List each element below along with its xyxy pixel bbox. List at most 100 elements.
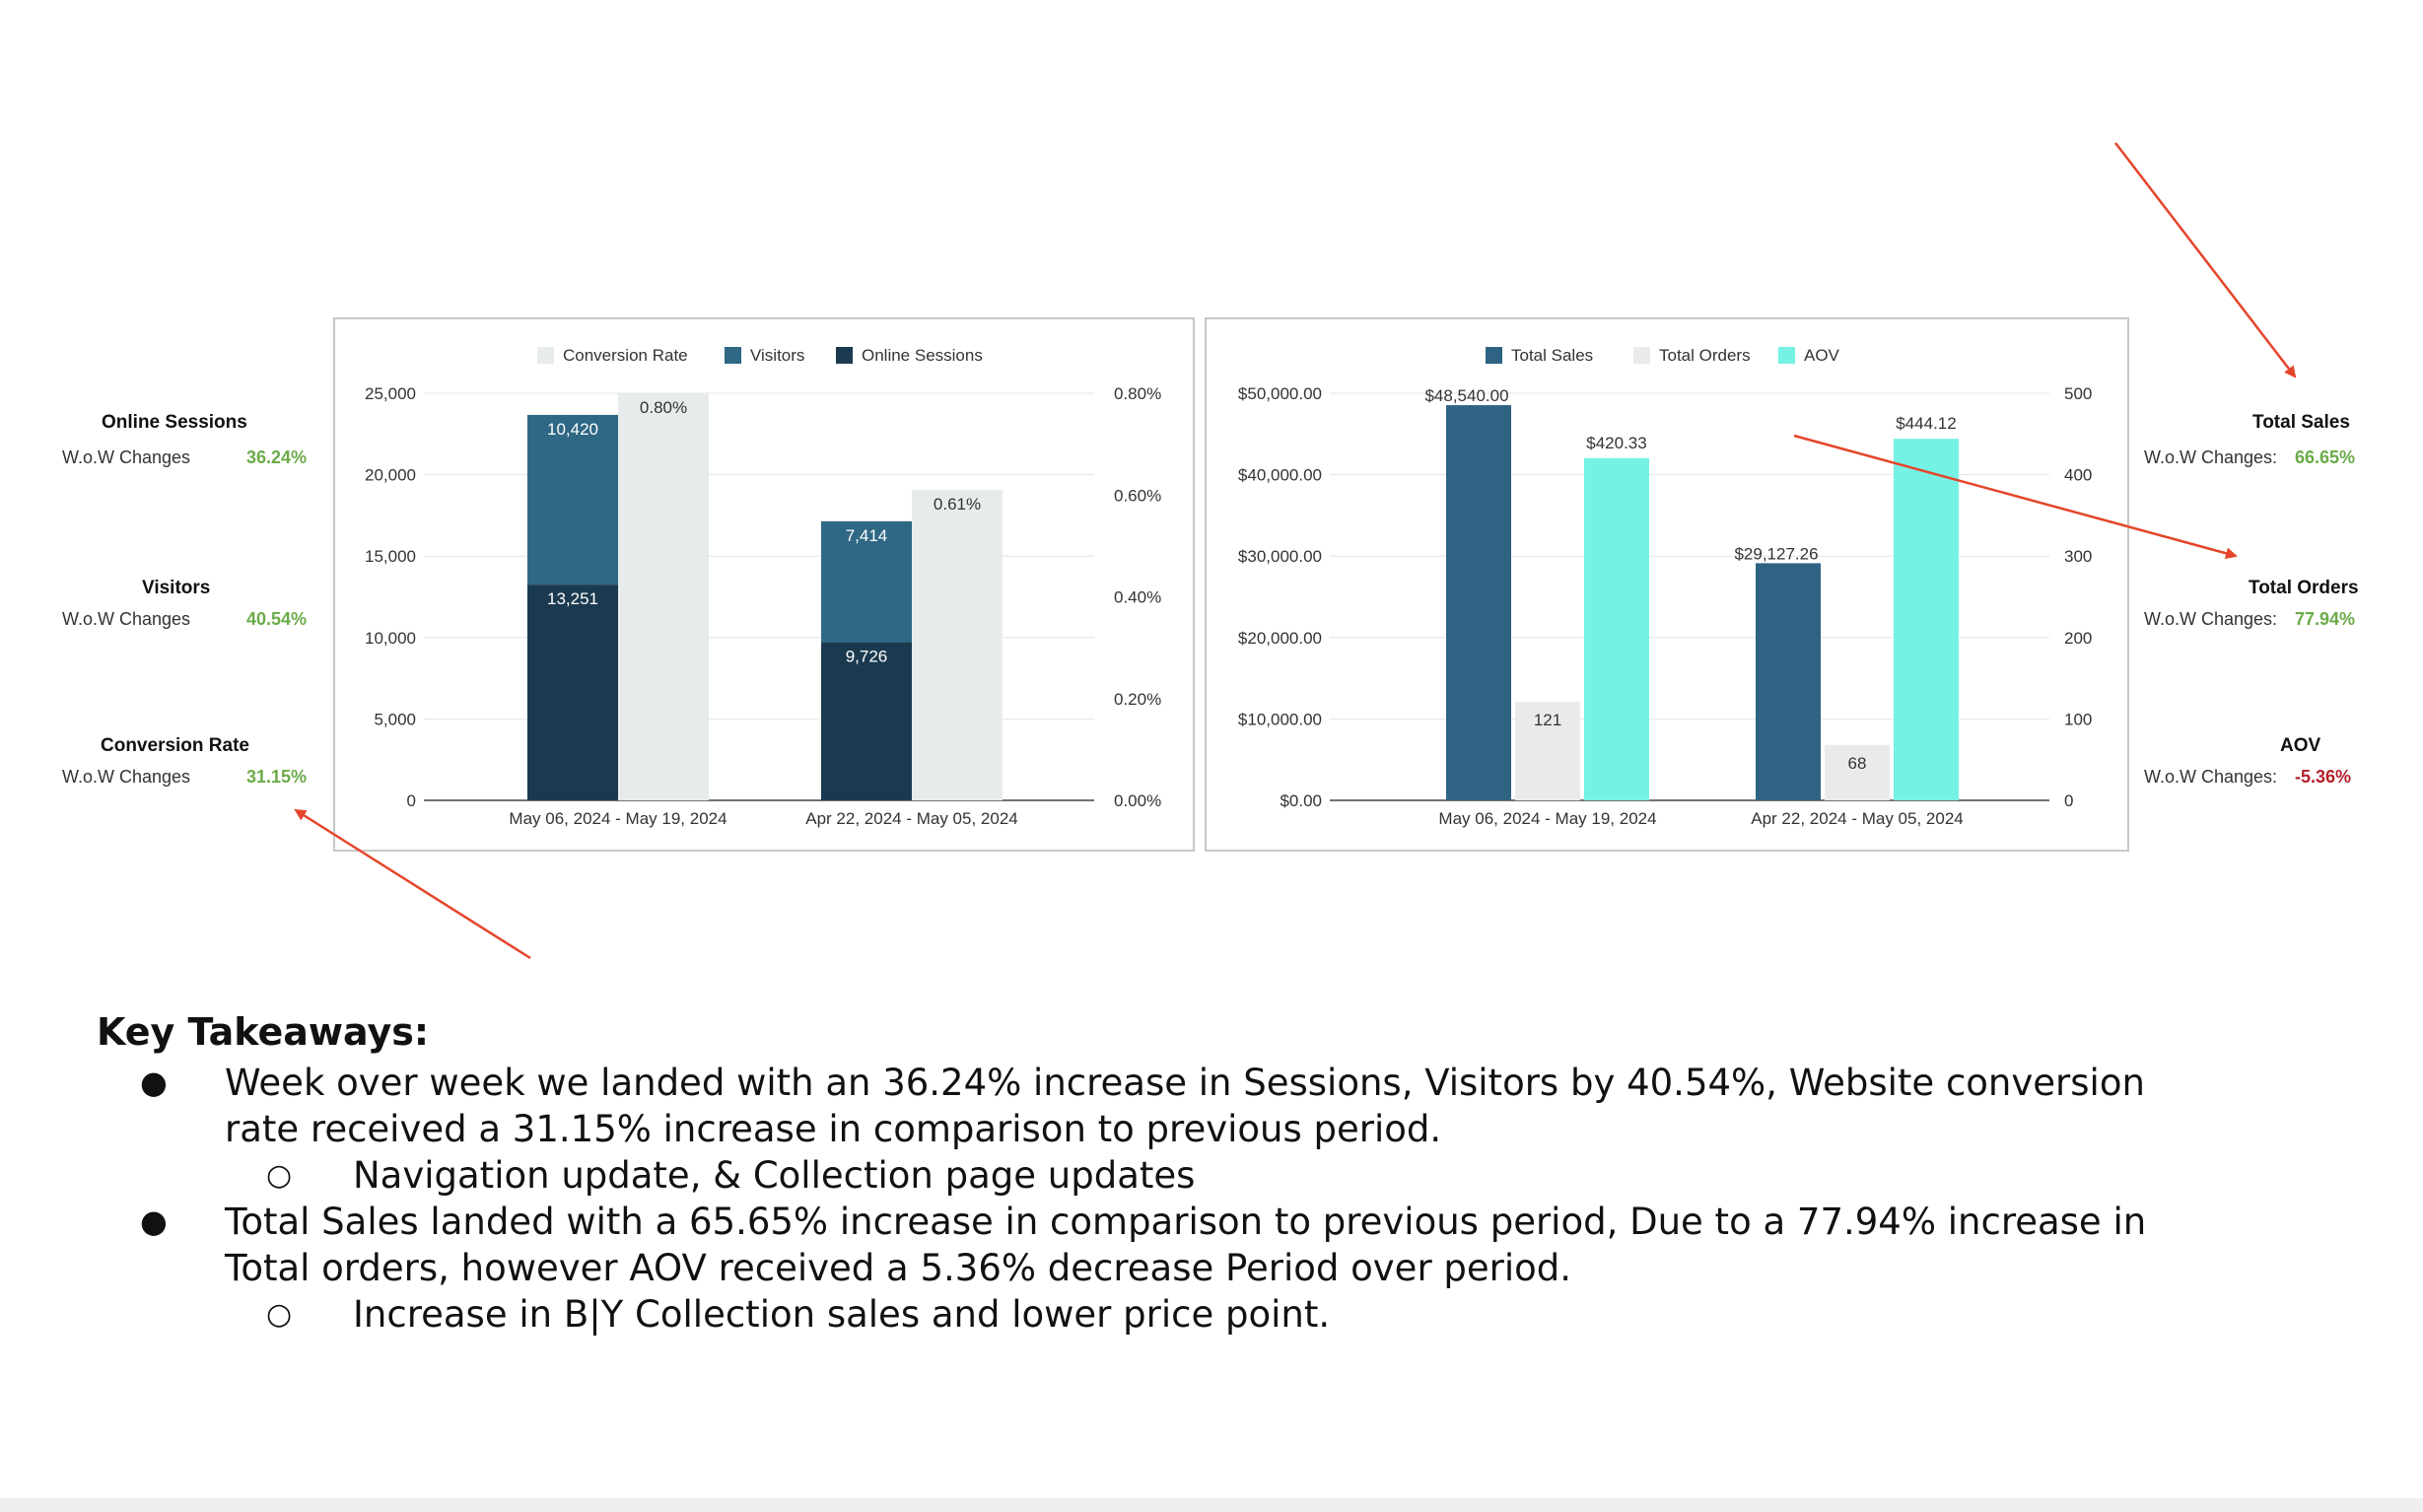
bar-visitors (527, 414, 618, 585)
kpi-visitors: Visitors W.o.W Changes 40.54% (59, 578, 320, 637)
kpi-total-sales: Total Sales W.o.W Changes: 66.65% (2139, 412, 2390, 471)
y2-tick-label: 0.00% (1114, 791, 1161, 810)
data-label-aov: $420.33 (1586, 434, 1646, 452)
x-tick-label: Apr 22, 2024 - May 05, 2024 (1751, 809, 1963, 828)
legend-label: AOV (1804, 346, 1840, 365)
bullet-icon: ● (140, 1203, 168, 1240)
y2-tick-label: 0.40% (1114, 588, 1161, 607)
takeaways-heading: Key Takeaways: (97, 1010, 430, 1054)
sub-bullet-icon: ○ (266, 1297, 293, 1332)
y2-tick-label: 100 (2064, 710, 2092, 728)
bar-visitors (821, 520, 912, 643)
y-tick-label: 5,000 (374, 710, 416, 728)
legend-label: Online Sessions (862, 346, 983, 365)
kpi-value: 66.65% (2295, 447, 2356, 467)
bar-conversion-rate (618, 393, 709, 800)
y2-tick-label: 500 (2064, 384, 2092, 403)
kpi-aov: AOV W.o.W Changes: -5.36% (2139, 735, 2390, 794)
takeaway-text: Week over week we landed with an 36.24% … (225, 1062, 2145, 1104)
legend-label: Total Sales (1511, 346, 1593, 365)
y-tick-label: 20,000 (365, 466, 416, 485)
legend-swatch (1633, 347, 1650, 364)
bar-conversion-rate (912, 490, 1003, 800)
bar-total-sales (1446, 405, 1511, 800)
bullet-icon: ● (140, 1064, 168, 1101)
sales-chart: $0.00 $10,000.00 $20,000.00 $30,000.00 $40,0… (1238, 346, 2092, 828)
data-label-online-sessions: 9,726 (846, 647, 888, 665)
legend-swatch (1778, 347, 1795, 364)
kpi-title: Online Sessions (102, 412, 247, 433)
data-label-total-orders: 68 (1848, 754, 1867, 773)
sub-bullet-icon: ○ (266, 1158, 293, 1193)
y-tick-label: 25,000 (365, 384, 416, 403)
takeaway-text: rate received a 31.15% increase in compa… (225, 1108, 1442, 1150)
y2-tick-label: 300 (2064, 547, 2092, 566)
kpi-online-sessions: Online Sessions W.o.W Changes 36.24% (59, 412, 320, 471)
data-label-online-sessions: 13,251 (547, 589, 598, 608)
takeaway-subitem: ○ Increase in B|Y Collection sales and l… (97, 1291, 2364, 1338)
kpi-label: W.o.W Changes: (2144, 609, 2278, 629)
y-tick-label: 15,000 (365, 547, 416, 566)
legend-swatch (836, 347, 853, 364)
traffic-chart: 0 5,000 10,000 15,000 20,000 25,000 0.00% 0.20%… (365, 346, 1161, 828)
bar-aov (1584, 457, 1649, 800)
takeaway-text: Total orders, however AOV received a 5.3… (225, 1247, 1572, 1289)
takeaway-subitem: ○ Navigation update, & Collection page u… (97, 1152, 2364, 1199)
kpi-total-orders: Total Orders W.o.W Changes: 77.94% (2139, 578, 2390, 637)
data-label-visitors: 7,414 (846, 526, 888, 545)
takeaway-sub-text: Increase in B|Y Collection sales and low… (353, 1293, 1331, 1336)
y-tick-label: $50,000.00 (1238, 384, 1322, 403)
kpi-label: W.o.W Changes: (2144, 447, 2278, 467)
kpi-label: W.o.W Changes: (2144, 767, 2278, 787)
data-label-total-sales: $48,540.00 (1424, 386, 1508, 405)
y-tick-label: $30,000.00 (1238, 547, 1322, 566)
takeaway-item: ● Total Sales landed with a 65.65% incre… (97, 1199, 2364, 1245)
y-tick-label: $40,000.00 (1238, 466, 1322, 485)
traffic-chart-panel: 0 5,000 10,000 15,000 20,000 25,000 0.00% 0.20%… (333, 317, 1195, 852)
data-label-total-orders: 121 (1534, 711, 1561, 729)
key-takeaways: Key Takeaways: ● Week over week we lande… (97, 1010, 2364, 1338)
bar-total-orders (1825, 744, 1890, 800)
y2-tick-label: 0.60% (1114, 486, 1161, 505)
y-tick-label: $20,000.00 (1238, 629, 1322, 648)
legend-swatch (537, 347, 554, 364)
y-tick-label: 10,000 (365, 629, 416, 648)
y-tick-label: 0 (407, 791, 416, 810)
takeaway-text: Total Sales landed with a 65.65% increas… (225, 1201, 2147, 1243)
bar-total-sales (1756, 563, 1821, 800)
bar-total-orders (1515, 702, 1580, 800)
legend-label: Total Orders (1659, 346, 1751, 365)
arrow-to-total-sales (2114, 142, 2297, 378)
y-tick-label: $10,000.00 (1238, 710, 1322, 728)
kpi-label: W.o.W Changes (62, 447, 191, 467)
data-label-conversion-rate: 0.61% (934, 495, 981, 514)
y2-tick-label: 0 (2064, 791, 2073, 810)
takeaway-continuation: rate received a 31.15% increase in compa… (97, 1106, 2364, 1152)
kpi-label: W.o.W Changes (62, 609, 191, 629)
legend-label: Visitors (750, 346, 804, 365)
takeaway-sub-text: Navigation update, & Collection page upd… (353, 1154, 1196, 1197)
sales-chart-panel: $0.00 $10,000.00 $20,000.00 $30,000.00 $40,0… (1205, 317, 2129, 852)
legend-swatch (725, 347, 741, 364)
y2-tick-label: 400 (2064, 466, 2092, 485)
data-label-aov: $444.12 (1896, 414, 1956, 433)
kpi-title: Visitors (142, 578, 211, 598)
kpi-title: Total Orders (2249, 578, 2359, 598)
kpi-value: 40.54% (246, 609, 308, 629)
bar-aov (1894, 439, 1959, 800)
kpi-conversion-rate: Conversion Rate W.o.W Changes 31.15% (59, 735, 320, 794)
data-label-visitors: 10,420 (547, 420, 598, 439)
data-label-conversion-rate: 0.80% (640, 398, 687, 417)
kpi-label: W.o.W Changes (62, 767, 191, 787)
takeaway-item: ● Week over week we landed with an 36.24… (97, 1060, 2364, 1106)
y2-tick-label: 0.20% (1114, 690, 1161, 709)
x-tick-label: May 06, 2024 - May 19, 2024 (509, 809, 727, 828)
y2-tick-label: 200 (2064, 629, 2092, 648)
kpi-title: Conversion Rate (101, 735, 249, 756)
legend-label: Conversion Rate (563, 346, 688, 365)
x-tick-label: May 06, 2024 - May 19, 2024 (1438, 809, 1656, 828)
legend-swatch (1486, 347, 1502, 364)
kpi-value: -5.36% (2295, 767, 2352, 787)
y2-tick-label: 0.80% (1114, 384, 1161, 403)
kpi-value: 36.24% (246, 447, 308, 467)
